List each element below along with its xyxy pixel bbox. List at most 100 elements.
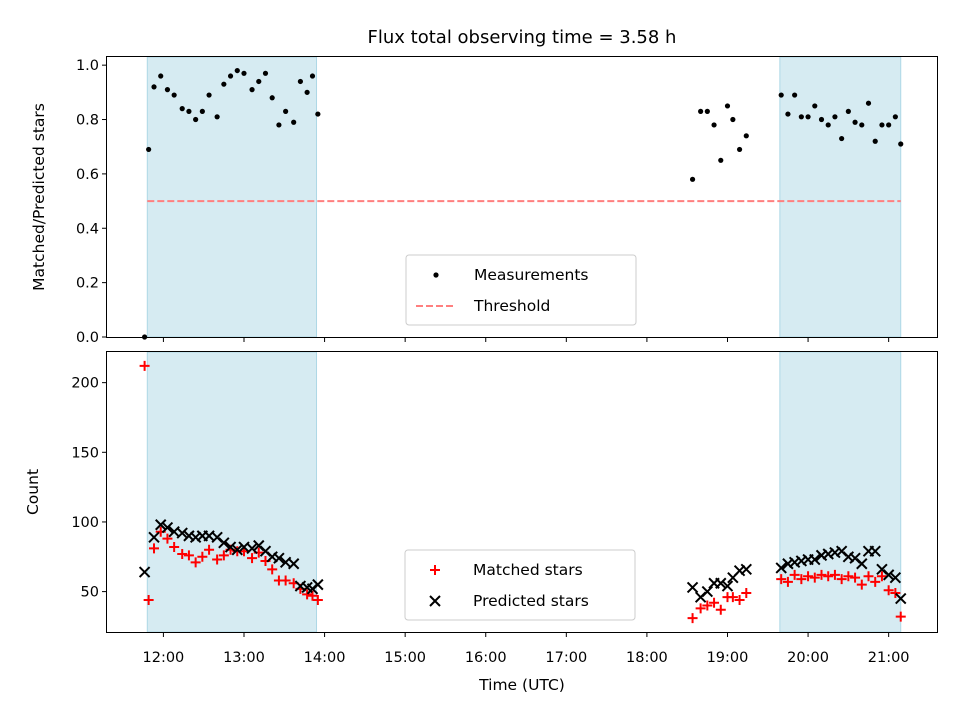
data-point — [890, 587, 901, 598]
data-point — [241, 70, 247, 76]
data-point — [315, 111, 321, 117]
data-point — [269, 95, 275, 101]
data-point — [204, 544, 215, 555]
data-point — [227, 73, 234, 79]
data-point — [249, 87, 255, 93]
shaded-interval-1 — [779, 56, 902, 338]
data-point — [695, 603, 706, 614]
data-point — [256, 78, 262, 85]
data-point — [148, 531, 160, 543]
data-point — [146, 146, 152, 153]
data-point — [231, 544, 243, 556]
data-point — [169, 542, 180, 553]
data-point — [895, 611, 906, 622]
data-point — [816, 569, 827, 580]
data-point — [886, 122, 892, 128]
data-point — [856, 558, 868, 570]
legend-label: Measurements — [474, 266, 589, 284]
data-point — [823, 571, 834, 582]
data-point — [162, 533, 173, 544]
legend-label: Predicted stars — [473, 592, 589, 610]
x-tick-label: 15:00 — [384, 650, 426, 666]
x-tick-label: 12:00 — [143, 650, 185, 666]
data-point — [852, 119, 858, 125]
x-tick-label: 19:00 — [707, 650, 749, 666]
data-point — [702, 600, 713, 611]
data-point — [776, 574, 787, 585]
chart-title: Flux total observing time = 3.58 h — [368, 27, 677, 48]
data-point — [698, 108, 704, 114]
panel-ratio-ylabel: Matched/Predicted stars — [30, 103, 48, 291]
data-point — [206, 92, 212, 98]
data-point — [809, 553, 821, 566]
y-tick-label: 150 — [71, 445, 99, 461]
y-tick-label: 0.8 — [76, 113, 99, 129]
x-tick-label: 17:00 — [545, 650, 587, 666]
data-point — [818, 116, 825, 123]
data-point — [312, 594, 323, 605]
data-point — [889, 571, 902, 584]
data-point — [805, 114, 811, 120]
x-axis-label: Time (UTC) — [478, 676, 565, 694]
y-tick-label: 200 — [71, 376, 99, 392]
panel-count-ylabel: Count — [24, 469, 42, 515]
panel-ratio-frame — [106, 56, 938, 338]
data-point — [247, 553, 258, 564]
series-predicted-stars — [138, 519, 907, 605]
data-point — [836, 574, 847, 585]
data-point — [721, 580, 734, 592]
data-point — [839, 135, 845, 142]
data-point — [856, 579, 867, 590]
data-point — [803, 571, 814, 582]
data-point — [775, 562, 787, 574]
panel-count-frame — [106, 351, 938, 633]
data-point — [214, 114, 220, 120]
data-point — [872, 138, 878, 144]
y-tick-label: 0.0 — [76, 330, 99, 346]
data-point — [234, 67, 240, 74]
data-point — [193, 116, 199, 123]
data-point — [843, 571, 854, 582]
data-point — [199, 108, 205, 114]
data-point — [870, 576, 881, 587]
y-tick-label: 1.0 — [76, 58, 99, 74]
data-point — [186, 108, 192, 114]
data-point — [151, 84, 157, 90]
y-tick-label: 0.6 — [76, 167, 99, 183]
data-point — [845, 108, 851, 114]
data-point — [262, 70, 269, 76]
data-point — [197, 551, 208, 562]
data-point — [711, 122, 717, 128]
y-tick-label: 50 — [81, 585, 99, 601]
data-point — [212, 554, 223, 565]
x-tick-label: 14:00 — [304, 650, 346, 666]
data-point — [898, 141, 904, 147]
data-point — [307, 590, 318, 601]
data-point — [798, 114, 804, 120]
data-point — [176, 527, 188, 539]
legend-marker — [429, 595, 441, 607]
data-point — [224, 541, 237, 553]
data-point — [850, 572, 861, 583]
data-point — [789, 569, 800, 580]
panel-ratio: 0.0 0.2 0.4 0.6 0.8 1.0 Matched/Predicted sta… — [30, 56, 938, 346]
series-measurements — [142, 67, 904, 340]
data-point — [143, 594, 154, 605]
legend-box — [405, 254, 637, 326]
data-point — [273, 552, 285, 564]
data-point — [689, 176, 696, 182]
x-tick-label: 18:00 — [626, 650, 668, 666]
data-point — [280, 575, 291, 586]
data-point — [743, 133, 749, 139]
legend-marker — [430, 565, 440, 575]
data-point — [291, 119, 297, 125]
data-point — [302, 589, 313, 600]
data-point — [724, 103, 731, 109]
data-point — [876, 571, 887, 582]
data-point — [155, 519, 167, 531]
data-point — [859, 122, 865, 128]
data-point — [879, 122, 885, 128]
y-tick-label: 0.4 — [76, 221, 99, 237]
data-point — [190, 557, 201, 568]
